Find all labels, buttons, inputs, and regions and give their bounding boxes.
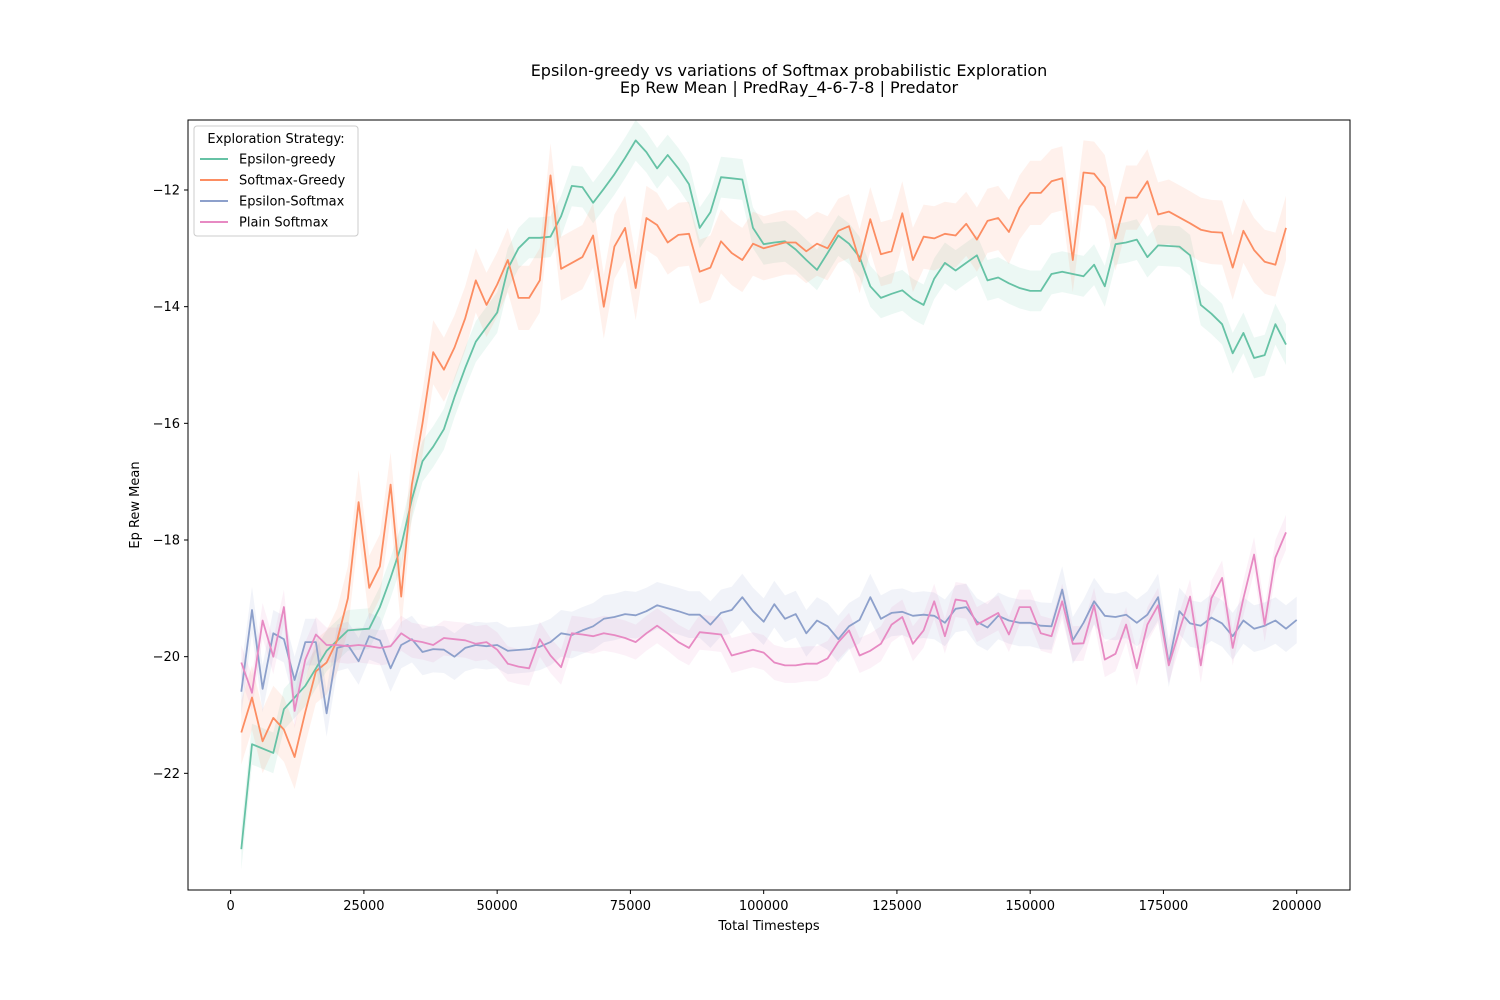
legend-entry-label: Plain Softmax (239, 216, 329, 231)
legend-entries: Epsilon-greedy Softmax-Greedy Epsilon-Soft… (200, 153, 346, 231)
y-tick-label: −20 (153, 650, 180, 665)
epsilon-softmax-line (240, 588, 1298, 715)
legend-title: Exploration Strategy: (207, 132, 344, 147)
legend-box (193, 125, 359, 237)
y-tick-label: −14 (153, 300, 180, 315)
epsilon-softmax-band (241, 566, 1297, 737)
legend-entry-label: Epsilon-greedy (239, 153, 336, 168)
x-tick-label: 200000 (1272, 899, 1322, 914)
x-tick-label: 75000 (610, 899, 651, 914)
x-tick-label: 100000 (739, 899, 789, 914)
y-tick-label: −16 (153, 417, 180, 432)
y-axis-ticks: −22 −20 −18 −16 −14 −12 (153, 184, 188, 782)
x-axis-ticks: 0 25000 50000 75000 100000 125000 150000 175000… (227, 890, 1322, 914)
x-tick-label: 0 (227, 899, 235, 914)
legend-entry-label: Epsilon-Softmax (239, 195, 345, 210)
series-lines (240, 139, 1298, 850)
plain-softmax-line (240, 532, 1287, 712)
x-tick-label: 25000 (343, 899, 384, 914)
y-tick-label: −22 (153, 767, 180, 782)
softmax-greedy-line (240, 171, 1287, 758)
legend: Exploration Strategy: Epsilon-greedy Soft… (193, 125, 359, 237)
confidence-bands (241, 120, 1297, 870)
x-tick-label: 175000 (1139, 899, 1189, 914)
y-tick-label: −18 (153, 534, 180, 549)
epsilon-greedy-line (240, 139, 1287, 850)
x-tick-label: 125000 (872, 899, 922, 914)
chart-title: Epsilon-greedy vs variations of Softmax … (531, 61, 1048, 80)
plain-softmax-band (241, 514, 1286, 729)
legend-entry-label: Softmax-Greedy (239, 174, 346, 189)
plot-frame (187, 119, 1351, 891)
chart-subtitle: Ep Rew Mean | PredRay_4-6-7-8 | Predator (620, 78, 959, 98)
epsilon-greedy-band (241, 120, 1286, 870)
x-axis-label: Total Timesteps (717, 919, 819, 934)
x-tick-label: 150000 (1005, 899, 1055, 914)
y-tick-label: −12 (153, 184, 180, 199)
y-axis-label: Ep Rew Mean (128, 461, 143, 548)
x-tick-label: 50000 (476, 899, 517, 914)
softmax-greedy-band (241, 140, 1286, 790)
